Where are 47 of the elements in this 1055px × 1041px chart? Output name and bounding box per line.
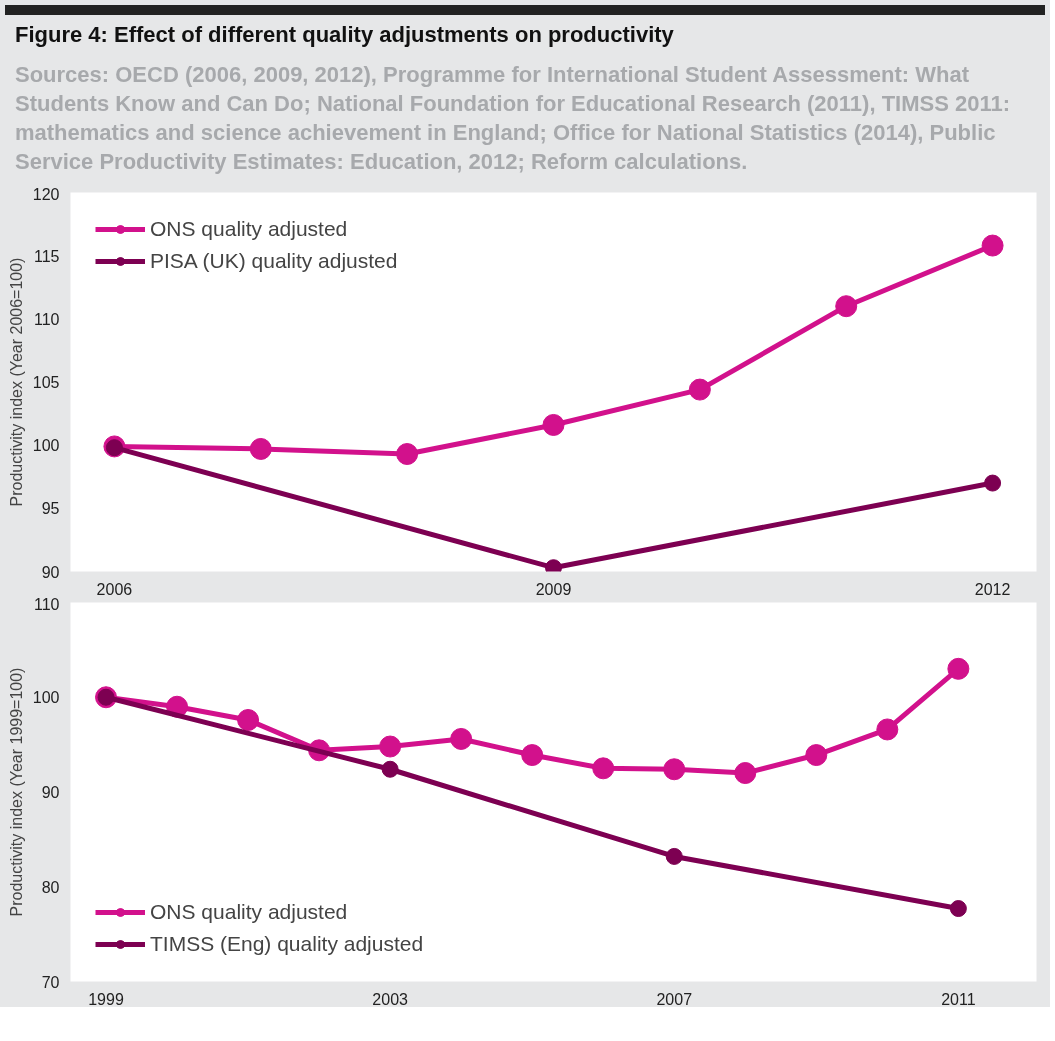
- point: [949, 900, 967, 918]
- x-tick-label: 2007: [656, 990, 693, 1008]
- y-tick-label: 70: [41, 973, 60, 991]
- point: [805, 744, 828, 767]
- point: [984, 475, 1002, 492]
- point: [381, 761, 399, 779]
- y-tick-label: 100: [32, 689, 60, 707]
- y-tick-label: 95: [41, 500, 60, 518]
- y-tick-label: 105: [32, 374, 60, 392]
- y-axis-title: Productivity index (Year 1999=100): [7, 667, 25, 917]
- legend-label: ONS quality adjusted: [150, 217, 348, 242]
- x-tick-label: 1999: [88, 990, 124, 1008]
- x-tick-label: 2006: [96, 580, 133, 598]
- point: [521, 744, 544, 767]
- y-tick-label: 90: [41, 784, 60, 802]
- point: [947, 658, 970, 681]
- y-tick-label: 110: [33, 595, 60, 613]
- y-tick-label: 115: [33, 248, 60, 266]
- point: [592, 757, 615, 780]
- y-axis-title: Productivity index (Year 2006=100): [7, 257, 25, 507]
- y-tick-label: 100: [32, 437, 60, 455]
- x-tick-label: 2011: [941, 990, 976, 1008]
- chart-title: Figure 4: Effect of different quality adjustments on productivity: [15, 21, 675, 49]
- point: [237, 709, 260, 732]
- y-tick-label: 110: [33, 311, 60, 329]
- point: [876, 718, 899, 741]
- x-tick-label: 2012: [974, 580, 1011, 598]
- x-tick-label: 2003: [372, 990, 409, 1008]
- point: [663, 758, 686, 781]
- point: [835, 295, 858, 318]
- point: [379, 735, 402, 758]
- y-tick-label: 120: [32, 185, 60, 203]
- point: [249, 438, 272, 461]
- point: [396, 443, 419, 466]
- legend-label: PISA (UK) quality adjusted: [150, 249, 398, 274]
- y-tick-label: 90: [41, 563, 60, 581]
- point: [542, 414, 565, 437]
- legend-label: TIMSS (Eng) quality adjusted: [150, 932, 424, 957]
- point: [665, 848, 683, 866]
- y-tick-label: 80: [41, 879, 60, 897]
- chart-subtitle: Sources: OECD (2006, 2009, 2012), Programme for International Student Assessment: What Students Know and Can Do; National Foundation for Educational Research (2011), TIMSS 2011: mathematics and science achievement in England; Office for National Statistics (2014), Public Service Productivity Estimates: Education, 2012; Reform calculations.: [15, 61, 1012, 177]
- point: [450, 728, 473, 751]
- point: [734, 762, 757, 785]
- legend-label: ONS quality adjusted: [150, 900, 348, 925]
- point: [981, 235, 1004, 257]
- x-tick-label: 2009: [535, 580, 572, 598]
- point: [688, 379, 711, 401]
